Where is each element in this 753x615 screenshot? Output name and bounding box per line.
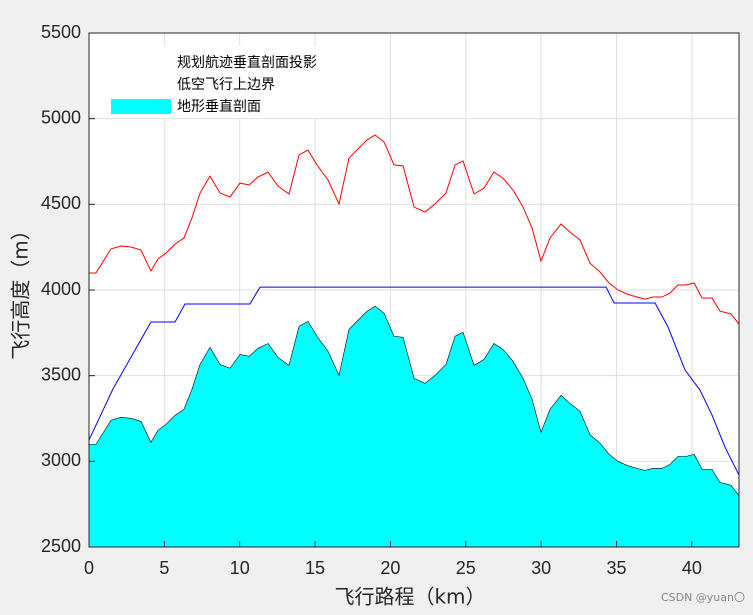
legend-label: 规划航迹垂直剖面投影 xyxy=(177,54,317,71)
marks xyxy=(88,134,740,548)
y-axis-label: 飞行高度（m） xyxy=(9,220,33,359)
line xyxy=(88,286,740,476)
y-tick-label: 4500 xyxy=(41,193,81,213)
legend-label: 地形垂直剖面 xyxy=(177,98,261,115)
x-tick-label: 10 xyxy=(230,558,250,578)
x-tick-label: 5 xyxy=(159,558,169,578)
x-tick-label: 0 xyxy=(84,558,94,578)
x-tick-label: 40 xyxy=(682,558,702,578)
y-tick-label: 5500 xyxy=(41,22,81,42)
watermark: CSDN @yuan〇 xyxy=(661,591,745,604)
y-tick-label: 5000 xyxy=(41,107,81,127)
legend-swatch xyxy=(111,99,171,114)
x-tick-label: 15 xyxy=(305,558,325,578)
y-tick-label: 4000 xyxy=(41,279,81,299)
x-tick-label: 35 xyxy=(606,558,626,578)
x-tick-label: 30 xyxy=(531,558,551,578)
legend-label: 低空飞行上边界 xyxy=(177,77,275,93)
line xyxy=(89,134,740,325)
ticks: 0 5 10 15 20 25 30 35 40 2500 3000 3500 4000 4500 5000… xyxy=(41,22,702,578)
x-tick-label: 20 xyxy=(380,558,400,578)
y-tick-label: 2500 xyxy=(41,536,81,556)
y-tick-label: 3000 xyxy=(41,450,81,470)
terrain-area xyxy=(88,305,740,548)
x-axis-label: 飞行路程（km） xyxy=(334,585,485,609)
y-tick-label: 3500 xyxy=(41,364,81,384)
x-tick-label: 25 xyxy=(456,558,476,578)
